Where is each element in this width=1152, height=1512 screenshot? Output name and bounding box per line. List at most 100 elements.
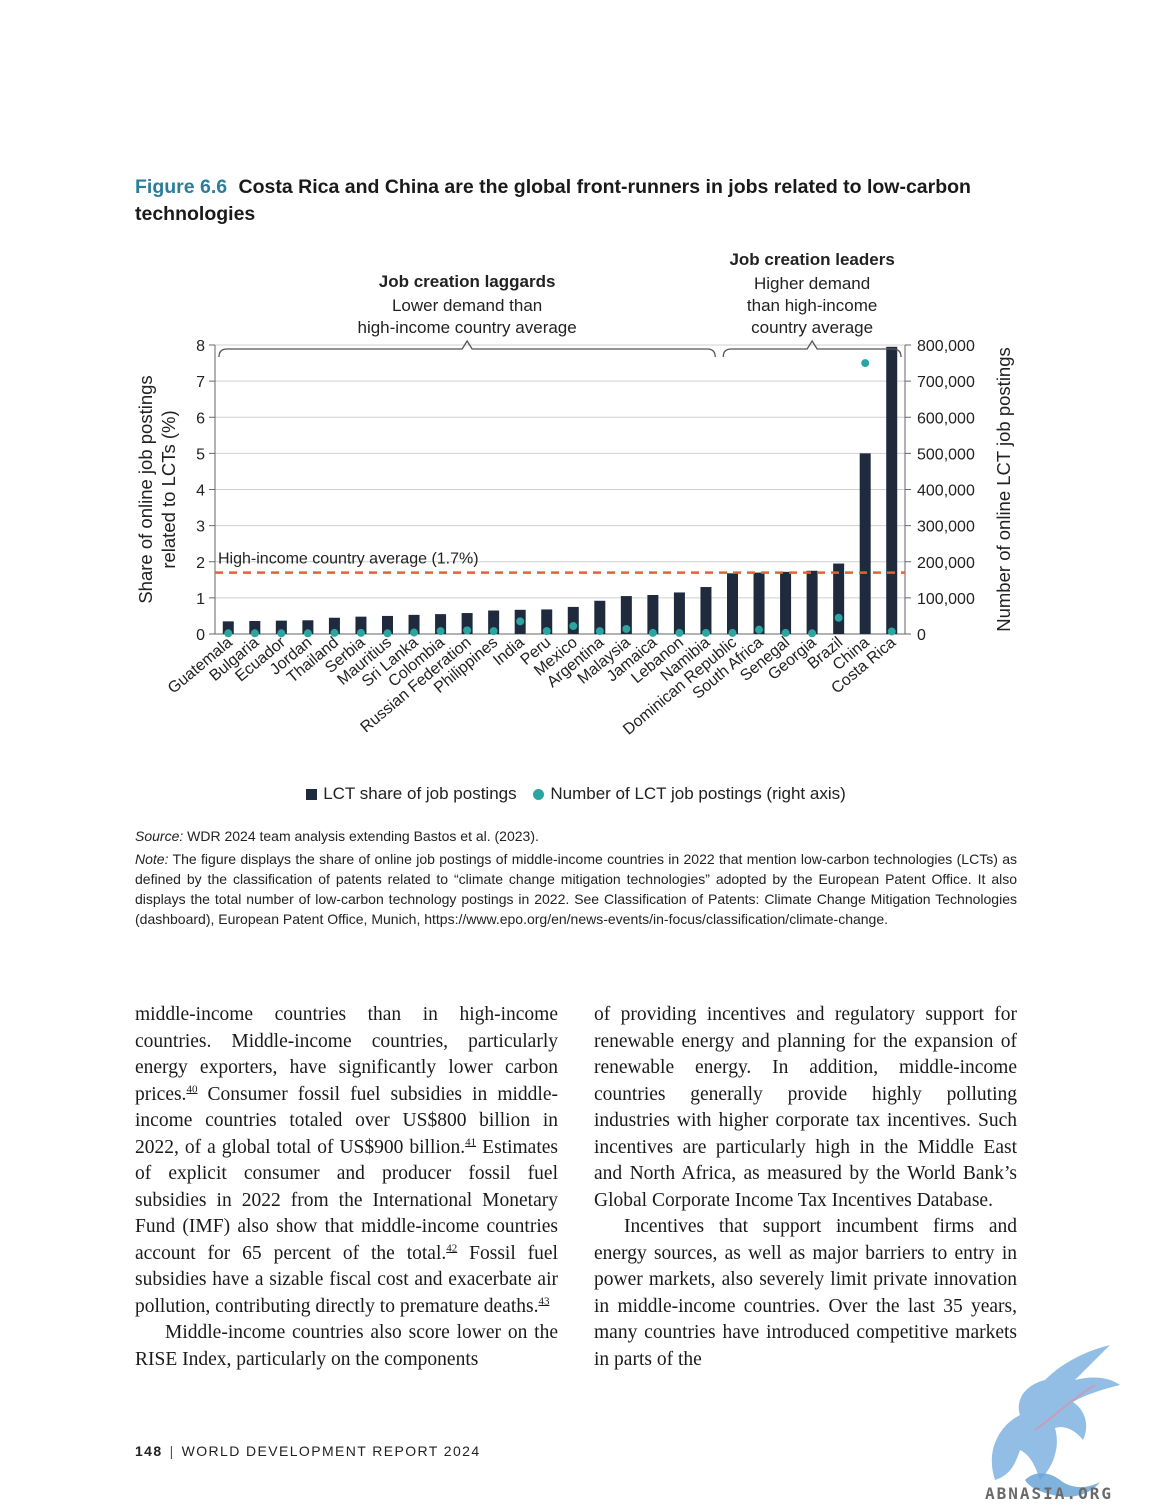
- dot-ecuador: [277, 629, 286, 638]
- group-brace: [722, 339, 902, 358]
- bar-mexico: [567, 606, 579, 634]
- right-axis-tick-label: 300,000: [917, 519, 975, 536]
- right-axis-tick-label: 800,000: [917, 338, 975, 355]
- group-title: Job creation leaders: [729, 250, 894, 269]
- right-axis-tick-label: 200,000: [917, 555, 975, 572]
- publication-name: WORLD DEVELOPMENT REPORT 2024: [181, 1443, 481, 1459]
- bar-mauritius: [382, 615, 393, 634]
- legend-dot-swatch-icon: [533, 788, 545, 800]
- group-subtitle-line: Higher demand: [754, 274, 870, 293]
- group-brace: [218, 339, 716, 358]
- left-axis-tick-label: 6: [196, 410, 205, 427]
- left-axis-tick-label: 2: [196, 555, 205, 572]
- legend-dot-label: Number of LCT job postings (right axis): [550, 784, 846, 803]
- watermark-text: ABNASIA.ORG: [985, 1484, 1113, 1503]
- bar-senegal: [780, 571, 792, 634]
- bar-costa-rica: [886, 346, 898, 634]
- right-axis-tick-label: 100,000: [917, 591, 975, 608]
- dot-costa-rica: [887, 627, 896, 636]
- griffin-logo-icon: [991, 1345, 1120, 1497]
- bar-china: [859, 453, 871, 634]
- dot-dominican-republic: [728, 628, 737, 637]
- bar-malaysia: [620, 596, 632, 634]
- bar-jordan: [302, 620, 314, 634]
- source-text: WDR 2024 team analysis extending Bastos …: [183, 828, 539, 844]
- dot-sri-lanka: [410, 628, 419, 637]
- bar-south-africa: [753, 572, 765, 634]
- bar-sri-lanka: [408, 614, 420, 634]
- bar-brazil: [833, 563, 845, 634]
- bar-dominican-republic: [727, 573, 738, 634]
- body-text: middle-income countries than in high-inc…: [135, 1004, 558, 1105]
- bar-jamaica: [647, 594, 659, 634]
- footer-separator: |: [169, 1443, 175, 1459]
- bar-namibia: [700, 587, 712, 634]
- right-axis-tick-label: 400,000: [917, 483, 975, 500]
- dot-philippines: [489, 627, 498, 636]
- footnote-ref-43[interactable]: 43: [538, 1295, 550, 1307]
- figure-source: Source: WDR 2024 team analysis extending…: [135, 826, 1017, 846]
- dot-peru: [542, 627, 551, 636]
- dot-india: [516, 617, 525, 626]
- footnote-ref-42[interactable]: 42: [446, 1242, 458, 1254]
- reference-line-label: High-income country average (1.7%): [218, 551, 479, 568]
- left-axis-title-line: related to LCTs (%): [158, 410, 179, 568]
- dot-thailand: [330, 628, 339, 637]
- body-column-right: of providing incentives and regulatory s…: [594, 1002, 1017, 1373]
- dot-jamaica: [648, 628, 657, 637]
- right-axis-tick-label: 500,000: [917, 446, 975, 463]
- body-text: Consumer fossil fuel subsidies in middle…: [135, 1083, 558, 1158]
- bar-ecuador: [275, 620, 287, 634]
- dot-argentina: [595, 627, 604, 636]
- left-axis-tick-label: 1: [196, 591, 205, 608]
- figure-note: Note: The figure displays the share of o…: [135, 849, 1017, 929]
- dot-serbia: [356, 628, 365, 637]
- footnote-ref-41[interactable]: 41: [465, 1136, 477, 1148]
- left-axis-tick-label: 0: [196, 627, 205, 644]
- legend-item-dot: Number of LCT job postings (right axis): [533, 784, 846, 804]
- dot-china: [861, 359, 870, 368]
- body-paragraph: Incentives that support incumbent firms …: [594, 1216, 1017, 1370]
- right-axis-title: Number of online LCT job postings: [993, 347, 1014, 632]
- dot-mexico: [569, 622, 578, 631]
- bar-lebanon: [673, 592, 685, 634]
- dot-russian-federation: [463, 626, 472, 635]
- footnote-ref-40[interactable]: 40: [186, 1083, 198, 1095]
- left-axis-title-line: Share of online job postings: [135, 375, 156, 603]
- body-column-left: middle-income countries than in high-inc…: [135, 1002, 558, 1373]
- left-axis-tick-label: 7: [196, 374, 205, 391]
- group-subtitle-line: country average: [751, 318, 873, 337]
- group-subtitle-line: than high-income: [747, 296, 877, 315]
- left-axis-title: Share of online job postings related to L…: [135, 375, 179, 603]
- chart-legend: LCT share of job postings Number of LCT …: [0, 784, 1152, 805]
- dot-brazil: [834, 613, 843, 622]
- bar-bulgaria: [249, 620, 261, 634]
- bar-russian-federation: [461, 613, 473, 634]
- dot-guatemala: [224, 629, 233, 638]
- bar-georgia: [806, 570, 818, 634]
- bar-thailand: [328, 617, 340, 634]
- group-subtitle-line: high-income country average: [357, 318, 576, 337]
- group-title: Job creation laggards: [379, 272, 556, 291]
- body-paragraph: middle-income countries than in high-inc…: [135, 1002, 558, 1320]
- left-axis-tick-label: 3: [196, 519, 205, 536]
- dot-colombia: [436, 627, 445, 636]
- dot-malaysia: [622, 624, 631, 633]
- note-text: The figure displays the share of online …: [135, 851, 1017, 927]
- dot-georgia: [808, 629, 817, 638]
- dot-namibia: [701, 628, 710, 637]
- bar-colombia: [435, 614, 447, 634]
- source-label: Source:: [135, 828, 184, 844]
- dot-mauritius: [383, 629, 392, 638]
- legend-item-bar: LCT share of job postings: [306, 784, 517, 804]
- body-paragraph: Middle-income countries also score lower…: [135, 1322, 558, 1370]
- bar-argentina: [594, 600, 606, 634]
- right-axis-tick-label: 0: [917, 627, 926, 644]
- left-axis-tick-label: 8: [196, 338, 205, 355]
- right-axis-tick-label: 700,000: [917, 374, 975, 391]
- page-number: 148: [135, 1443, 163, 1459]
- legend-bar-label: LCT share of job postings: [323, 784, 517, 803]
- bar-peru: [541, 609, 553, 634]
- bar-philippines: [488, 610, 500, 634]
- body-paragraph: of providing incentives and regulatory s…: [594, 1004, 1017, 1211]
